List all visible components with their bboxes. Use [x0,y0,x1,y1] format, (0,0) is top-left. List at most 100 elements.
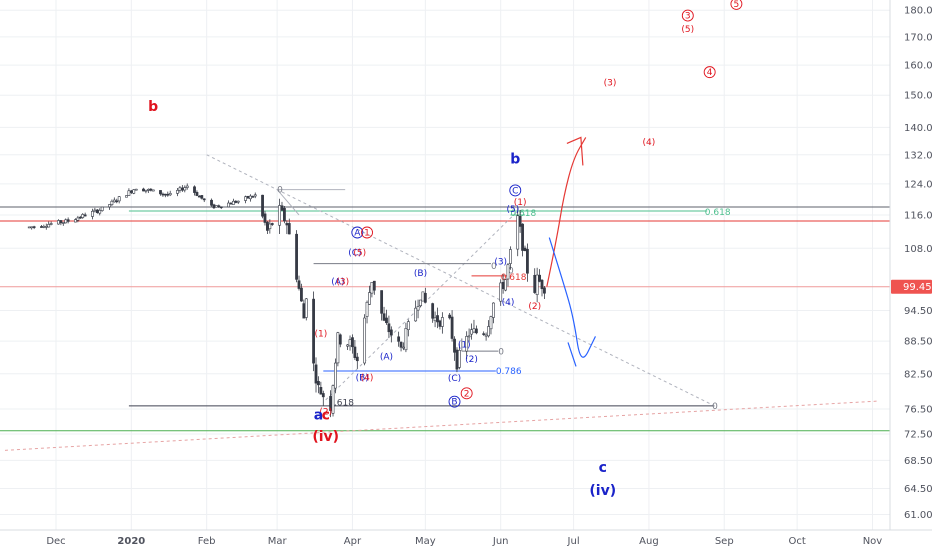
wave-label: (4) [643,138,656,148]
candle-body [57,220,60,225]
last-price-tag: 99.45 [891,279,932,294]
candle-body [112,199,116,203]
candle-body [457,350,461,368]
candle-body [244,196,247,201]
candle-body [42,226,46,228]
candle-body [380,290,384,314]
candle-body [436,315,439,323]
candle-body [312,298,315,364]
x-tick-label: Aug [639,536,659,547]
candle-body [249,195,252,200]
candle-body [336,332,340,364]
candle-body [355,356,359,362]
candle-body [399,341,403,348]
candle-body [331,385,335,414]
candle-body [438,320,442,327]
candle-body [197,195,201,198]
wave-label: (2) [528,302,541,312]
fib-label: 0 [712,402,718,412]
y-tick-label: 82.50 [904,369,932,380]
candle-body [108,204,111,208]
candle-body [178,187,182,191]
candle-body [163,193,167,196]
y-tick-label: 160.00 [904,61,932,72]
candle-body [214,205,218,208]
candle-body [49,223,53,225]
candle-body [470,329,473,335]
candle-body [200,195,204,199]
y-tick-label: 94.50 [904,306,932,317]
time-axis[interactable]: Dec 2020 Feb Mar Apr May Jun Jul Aug Sep Oct Nov [0,529,932,550]
candle-body [506,264,510,280]
candle-body [195,192,199,196]
candle-body [382,313,386,321]
candle-body [110,200,114,205]
candle-body [44,226,48,228]
candle-body [280,205,284,211]
candle-body [423,292,427,303]
wave-label: (B) [414,269,427,279]
candle-body [526,248,529,274]
candle-body [142,188,145,192]
trend-line [4,400,878,451]
candle-body [389,329,393,336]
candle-body [523,247,527,252]
y-tick-label: 68.50 [904,456,932,467]
candle-body [217,205,221,207]
candle-body [129,190,133,193]
fib-label: 0.618 [501,273,527,283]
wave-label: (1) [314,329,327,339]
candle-body [229,202,233,205]
candle-body [304,298,308,318]
candle-body [76,217,80,221]
candle-body [168,193,172,196]
wave-label: (4) [502,298,515,308]
wave-label: (iv) [312,429,339,445]
wave-labels: bbC(1)(5)A 1(C)(5)(A)(3)(B)(3)(4) (2)(1)(A… [148,0,743,499]
fib-label: 0 [277,186,283,196]
candle-body [487,326,490,337]
wave-label: A [354,229,361,239]
candle-body [467,335,471,338]
y-tick-label: 150.00 [904,91,932,102]
candle-body [387,323,391,333]
fib-label: 0 [491,262,497,272]
wave-label: (3) [336,278,349,288]
candle-body [161,193,165,196]
candle-body [535,274,539,295]
wave-label: (2) [465,355,478,365]
candle-body [78,216,82,219]
candle-body [132,189,136,194]
y-tick-label: 76.50 [904,404,932,415]
candle-body [115,200,119,203]
candle-body [404,328,408,351]
projection-down-arrow [548,237,597,358]
candle-body [236,200,240,203]
candle-body [166,193,170,196]
wave-label: (iv) [589,483,616,499]
x-tick-label: Dec [46,536,65,547]
wave-label: (5) [681,25,694,35]
candle-body [66,219,70,222]
wave-label-circle [509,184,522,197]
candle-body [365,301,369,317]
candle-body [543,287,546,294]
candle-body [234,200,238,203]
candle-body [270,223,274,225]
x-tick-label: Feb [198,536,216,547]
x-tick-label: Sep [715,536,734,547]
wave-label: (A) [380,352,393,362]
fib-label: 0.618 [510,209,536,219]
candle-body [61,222,65,224]
candle-body [231,200,235,205]
candle-body [491,302,495,318]
candle-body [321,393,325,398]
candle-body [455,349,459,370]
candle-body [346,344,350,347]
price-axis[interactable]: 180.00 170.00 160.00 150.00 140.00 132.00 124.… [889,0,932,530]
y-tick-label: 88.50 [904,337,932,348]
candle-body [227,202,230,208]
trend-line [206,154,715,407]
fib-label: 1.618 [328,398,354,408]
